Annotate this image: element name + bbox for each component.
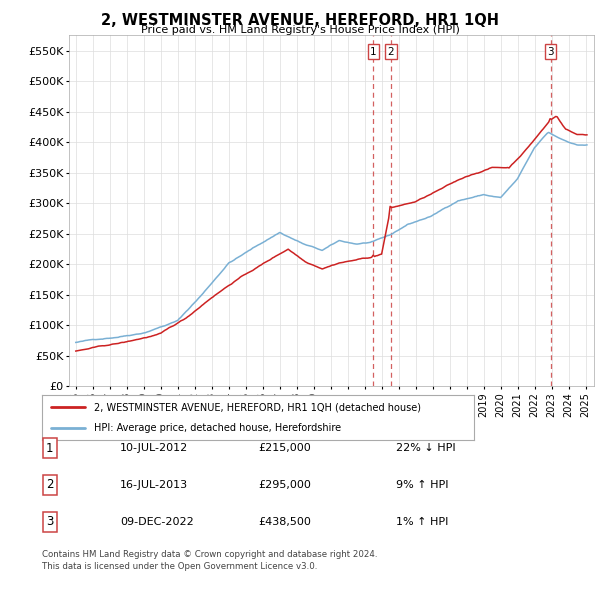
Text: Price paid vs. HM Land Registry's House Price Index (HPI): Price paid vs. HM Land Registry's House … [140, 25, 460, 35]
Text: 9% ↑ HPI: 9% ↑ HPI [396, 480, 449, 490]
Text: 3: 3 [547, 47, 554, 57]
Text: £438,500: £438,500 [258, 517, 311, 526]
Text: Contains HM Land Registry data © Crown copyright and database right 2024.: Contains HM Land Registry data © Crown c… [42, 550, 377, 559]
Text: 1: 1 [46, 442, 53, 455]
Text: 3: 3 [46, 515, 53, 528]
Text: 1: 1 [370, 47, 377, 57]
Text: 2: 2 [388, 47, 394, 57]
Text: £295,000: £295,000 [258, 480, 311, 490]
Text: 2, WESTMINSTER AVENUE, HEREFORD, HR1 1QH: 2, WESTMINSTER AVENUE, HEREFORD, HR1 1QH [101, 13, 499, 28]
Text: This data is licensed under the Open Government Licence v3.0.: This data is licensed under the Open Gov… [42, 562, 317, 571]
Text: 2: 2 [46, 478, 53, 491]
Text: 2, WESTMINSTER AVENUE, HEREFORD, HR1 1QH (detached house): 2, WESTMINSTER AVENUE, HEREFORD, HR1 1QH… [94, 402, 421, 412]
Text: £215,000: £215,000 [258, 444, 311, 453]
Text: 22% ↓ HPI: 22% ↓ HPI [396, 444, 455, 453]
Text: 1% ↑ HPI: 1% ↑ HPI [396, 517, 448, 526]
Text: 09-DEC-2022: 09-DEC-2022 [120, 517, 194, 526]
Text: 10-JUL-2012: 10-JUL-2012 [120, 444, 188, 453]
Text: HPI: Average price, detached house, Herefordshire: HPI: Average price, detached house, Here… [94, 422, 341, 432]
Text: 16-JUL-2013: 16-JUL-2013 [120, 480, 188, 490]
